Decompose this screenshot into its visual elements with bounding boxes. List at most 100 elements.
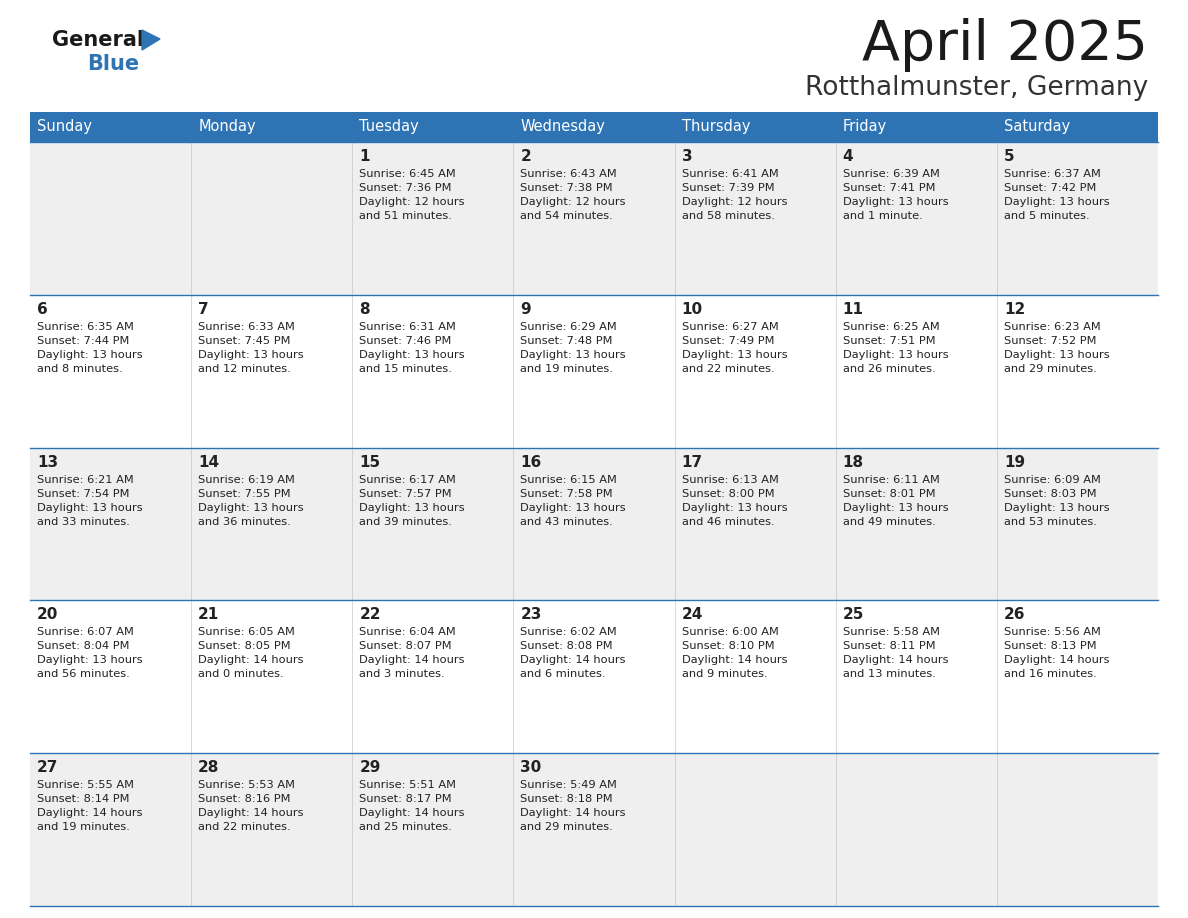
Text: 13: 13 — [37, 454, 58, 470]
Text: Sunrise: 5:56 AM: Sunrise: 5:56 AM — [1004, 627, 1101, 637]
Text: Daylight: 13 hours: Daylight: 13 hours — [682, 350, 788, 360]
Text: Sunset: 8:08 PM: Sunset: 8:08 PM — [520, 642, 613, 652]
Text: and 13 minutes.: and 13 minutes. — [842, 669, 936, 679]
Text: Sunrise: 6:04 AM: Sunrise: 6:04 AM — [359, 627, 456, 637]
Bar — [30, 753, 1158, 906]
Text: Daylight: 14 hours: Daylight: 14 hours — [37, 808, 143, 818]
Text: Sunset: 7:51 PM: Sunset: 7:51 PM — [842, 336, 935, 346]
Text: Daylight: 14 hours: Daylight: 14 hours — [359, 655, 465, 666]
Text: and 26 minutes.: and 26 minutes. — [842, 364, 935, 374]
Text: Sunset: 7:54 PM: Sunset: 7:54 PM — [37, 488, 129, 498]
Text: Daylight: 13 hours: Daylight: 13 hours — [198, 350, 304, 360]
Text: and 0 minutes.: and 0 minutes. — [198, 669, 284, 679]
Text: 3: 3 — [682, 149, 693, 164]
Text: 4: 4 — [842, 149, 853, 164]
Bar — [30, 112, 1158, 142]
Text: Daylight: 13 hours: Daylight: 13 hours — [1004, 502, 1110, 512]
Text: Sunset: 7:52 PM: Sunset: 7:52 PM — [1004, 336, 1097, 346]
Text: 22: 22 — [359, 608, 381, 622]
Text: 14: 14 — [198, 454, 220, 470]
Text: and 8 minutes.: and 8 minutes. — [37, 364, 122, 374]
Text: and 51 minutes.: and 51 minutes. — [359, 211, 453, 221]
Bar — [30, 448, 1158, 600]
Text: and 36 minutes.: and 36 minutes. — [198, 517, 291, 527]
Text: and 22 minutes.: and 22 minutes. — [198, 823, 291, 833]
Bar — [30, 600, 1158, 753]
Text: Sunset: 7:38 PM: Sunset: 7:38 PM — [520, 183, 613, 193]
Text: 29: 29 — [359, 760, 380, 775]
Text: Sunrise: 6:27 AM: Sunrise: 6:27 AM — [682, 322, 778, 331]
Text: Sunset: 7:58 PM: Sunset: 7:58 PM — [520, 488, 613, 498]
Text: and 9 minutes.: and 9 minutes. — [682, 669, 767, 679]
Text: Sunrise: 6:29 AM: Sunrise: 6:29 AM — [520, 322, 618, 331]
Text: and 53 minutes.: and 53 minutes. — [1004, 517, 1097, 527]
Text: Daylight: 13 hours: Daylight: 13 hours — [37, 655, 143, 666]
Text: Sunset: 8:03 PM: Sunset: 8:03 PM — [1004, 488, 1097, 498]
Text: and 19 minutes.: and 19 minutes. — [520, 364, 613, 374]
Text: Blue: Blue — [87, 54, 139, 74]
Text: Daylight: 13 hours: Daylight: 13 hours — [1004, 350, 1110, 360]
Text: 1: 1 — [359, 149, 369, 164]
Text: Sunrise: 6:39 AM: Sunrise: 6:39 AM — [842, 169, 940, 179]
Text: Sunrise: 5:51 AM: Sunrise: 5:51 AM — [359, 780, 456, 790]
Text: Sunset: 8:07 PM: Sunset: 8:07 PM — [359, 642, 451, 652]
Text: and 22 minutes.: and 22 minutes. — [682, 364, 775, 374]
Text: Sunset: 7:55 PM: Sunset: 7:55 PM — [198, 488, 291, 498]
Text: Sunset: 7:36 PM: Sunset: 7:36 PM — [359, 183, 451, 193]
Text: and 25 minutes.: and 25 minutes. — [359, 823, 453, 833]
Text: Daylight: 13 hours: Daylight: 13 hours — [37, 350, 143, 360]
Text: 17: 17 — [682, 454, 702, 470]
Text: Sunset: 7:42 PM: Sunset: 7:42 PM — [1004, 183, 1097, 193]
Text: Daylight: 13 hours: Daylight: 13 hours — [682, 502, 788, 512]
Text: Daylight: 14 hours: Daylight: 14 hours — [1004, 655, 1110, 666]
Text: 2: 2 — [520, 149, 531, 164]
Text: and 6 minutes.: and 6 minutes. — [520, 669, 606, 679]
Text: Sunrise: 5:49 AM: Sunrise: 5:49 AM — [520, 780, 618, 790]
Text: Sunrise: 6:25 AM: Sunrise: 6:25 AM — [842, 322, 940, 331]
Text: 20: 20 — [37, 608, 58, 622]
Text: Saturday: Saturday — [1004, 118, 1070, 133]
Text: Sunset: 8:04 PM: Sunset: 8:04 PM — [37, 642, 129, 652]
Text: Sunrise: 6:35 AM: Sunrise: 6:35 AM — [37, 322, 134, 331]
Text: Daylight: 13 hours: Daylight: 13 hours — [359, 502, 465, 512]
Bar — [30, 295, 1158, 448]
Text: and 12 minutes.: and 12 minutes. — [198, 364, 291, 374]
Text: and 3 minutes.: and 3 minutes. — [359, 669, 446, 679]
Text: Sunset: 7:45 PM: Sunset: 7:45 PM — [198, 336, 291, 346]
Text: and 33 minutes.: and 33 minutes. — [37, 517, 129, 527]
Text: 16: 16 — [520, 454, 542, 470]
Text: and 54 minutes.: and 54 minutes. — [520, 211, 613, 221]
Text: Sunday: Sunday — [37, 118, 91, 133]
Text: Daylight: 12 hours: Daylight: 12 hours — [359, 197, 465, 207]
Text: Monday: Monday — [198, 118, 255, 133]
Text: and 16 minutes.: and 16 minutes. — [1004, 669, 1097, 679]
Text: Sunrise: 6:37 AM: Sunrise: 6:37 AM — [1004, 169, 1101, 179]
Text: and 56 minutes.: and 56 minutes. — [37, 669, 129, 679]
Text: and 49 minutes.: and 49 minutes. — [842, 517, 935, 527]
Text: General: General — [52, 30, 144, 50]
Text: Sunset: 8:14 PM: Sunset: 8:14 PM — [37, 794, 129, 804]
Text: 27: 27 — [37, 760, 58, 775]
Text: Thursday: Thursday — [682, 118, 750, 133]
Text: and 46 minutes.: and 46 minutes. — [682, 517, 775, 527]
Text: and 29 minutes.: and 29 minutes. — [520, 823, 613, 833]
Text: 19: 19 — [1004, 454, 1025, 470]
Text: Sunrise: 6:45 AM: Sunrise: 6:45 AM — [359, 169, 456, 179]
Text: 6: 6 — [37, 302, 48, 317]
Text: 26: 26 — [1004, 608, 1025, 622]
Text: and 58 minutes.: and 58 minutes. — [682, 211, 775, 221]
Text: Daylight: 14 hours: Daylight: 14 hours — [520, 808, 626, 818]
Text: 9: 9 — [520, 302, 531, 317]
Text: Sunset: 7:48 PM: Sunset: 7:48 PM — [520, 336, 613, 346]
Text: Sunset: 8:00 PM: Sunset: 8:00 PM — [682, 488, 775, 498]
Text: 24: 24 — [682, 608, 703, 622]
Text: Friday: Friday — [842, 118, 887, 133]
Polygon shape — [143, 30, 160, 50]
Text: Daylight: 14 hours: Daylight: 14 hours — [520, 655, 626, 666]
Text: Wednesday: Wednesday — [520, 118, 606, 133]
Text: Daylight: 14 hours: Daylight: 14 hours — [682, 655, 788, 666]
Text: and 29 minutes.: and 29 minutes. — [1004, 364, 1097, 374]
Text: Daylight: 13 hours: Daylight: 13 hours — [1004, 197, 1110, 207]
Text: Sunrise: 6:21 AM: Sunrise: 6:21 AM — [37, 475, 134, 485]
Text: Daylight: 12 hours: Daylight: 12 hours — [520, 197, 626, 207]
